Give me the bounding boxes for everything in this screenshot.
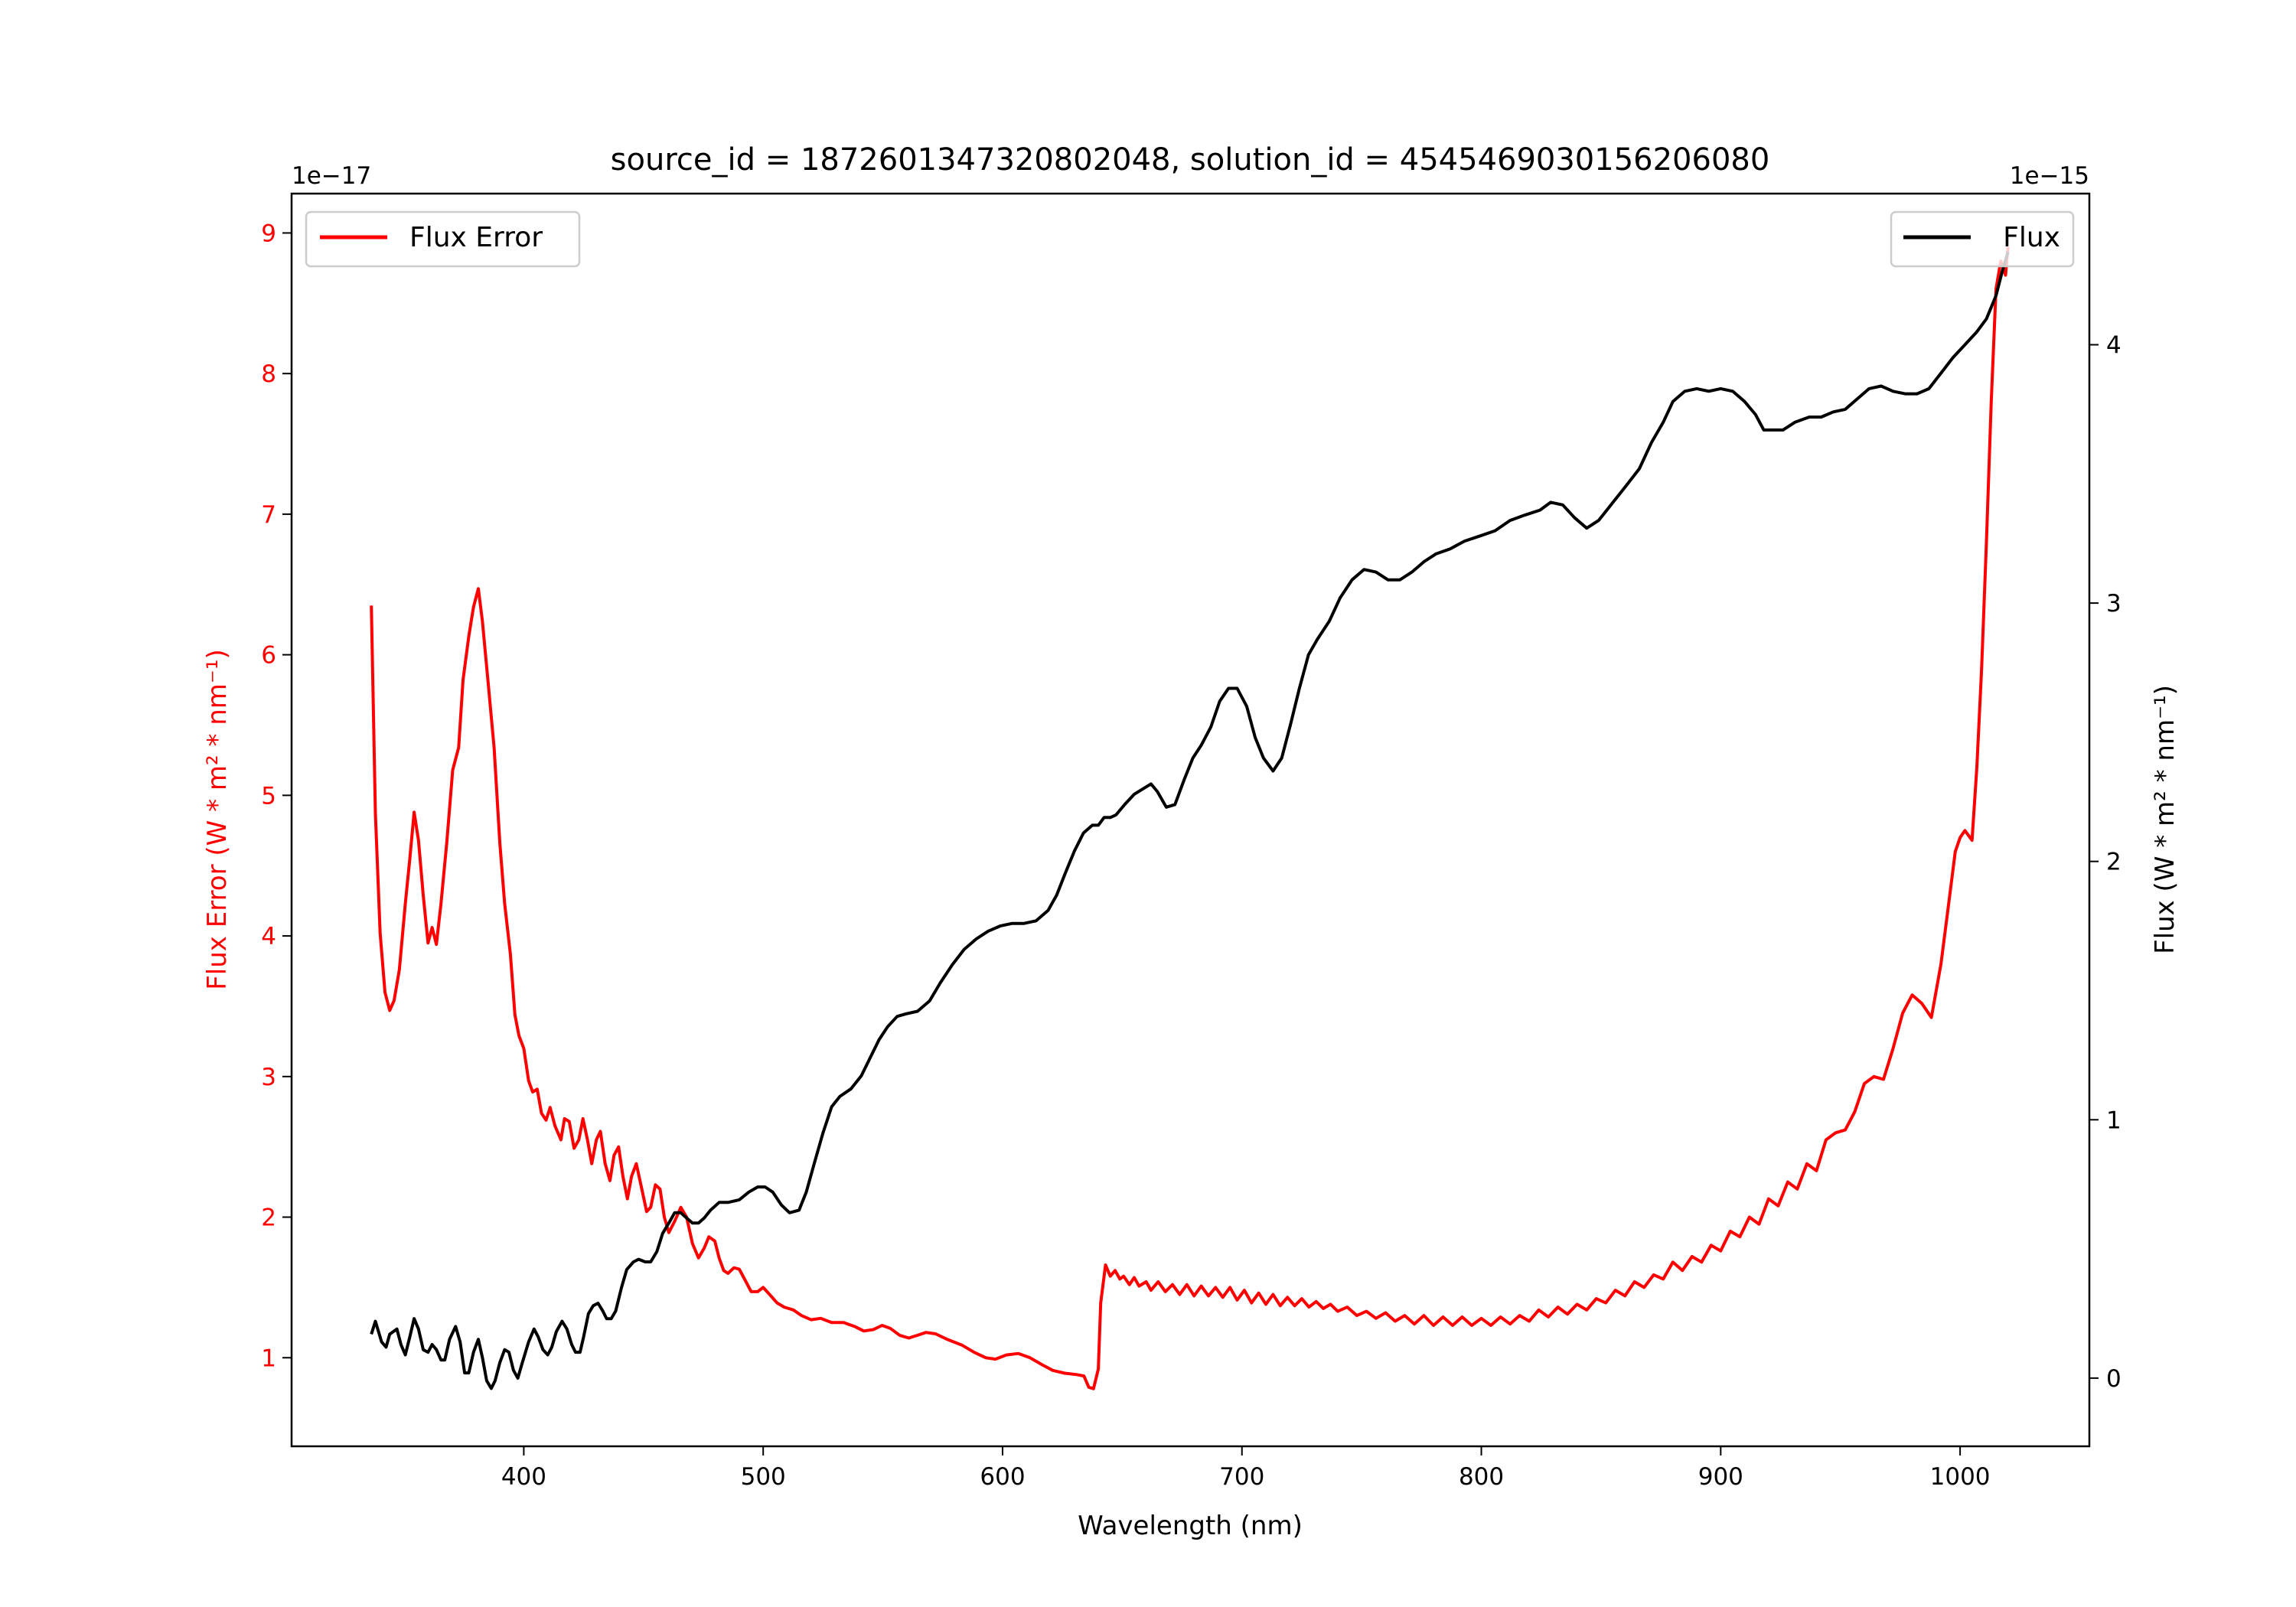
y-left-tick-label: 2 bbox=[261, 1204, 276, 1232]
x-tick-label: 1000 bbox=[1930, 1463, 1991, 1491]
y-right-tick-label: 2 bbox=[2106, 849, 2122, 876]
x-tick-label: 600 bbox=[980, 1463, 1025, 1491]
flux-line bbox=[370, 251, 2010, 1390]
y-right-tick-label: 4 bbox=[2106, 331, 2122, 359]
y-right-tick-label: 1 bbox=[2106, 1107, 2122, 1134]
y-left-tick-label: 4 bbox=[261, 923, 276, 950]
y-left-tick-label: 9 bbox=[261, 220, 276, 247]
x-tick-label: 800 bbox=[1459, 1463, 1504, 1491]
y-axis-label-right: Flux (W * m² * nm⁻¹) bbox=[2150, 685, 2180, 954]
left-offset-label: 1e−17 bbox=[292, 162, 371, 190]
y-right-tick-label: 0 bbox=[2106, 1365, 2122, 1393]
y-left-tick-label: 8 bbox=[261, 360, 276, 388]
y-left-tick-label: 5 bbox=[261, 782, 276, 810]
legend-flux-error: Flux Error bbox=[305, 210, 581, 268]
x-tick-label: 400 bbox=[501, 1463, 546, 1491]
y-left-tick-label: 7 bbox=[261, 501, 276, 529]
flux-error-line bbox=[370, 246, 2010, 1390]
y-axis-label-left: Flux Error (W * m² * nm⁻¹) bbox=[202, 649, 233, 990]
legend-flux: Flux bbox=[1890, 210, 2075, 268]
chart-title: source_id = 1872601347320802048, solutio… bbox=[611, 142, 1770, 178]
x-tick-label: 500 bbox=[741, 1463, 786, 1491]
y-left-tick-label: 1 bbox=[261, 1345, 276, 1372]
y-left-tick-label: 3 bbox=[261, 1064, 276, 1091]
x-tick-label: 900 bbox=[1698, 1463, 1743, 1491]
x-axis-label: Wavelength (nm) bbox=[1078, 1511, 1303, 1541]
right-offset-label: 1e−15 bbox=[2010, 162, 2089, 190]
legend-flux-error-label: Flux Error bbox=[409, 222, 543, 253]
plot-frame bbox=[290, 192, 2091, 1448]
x-tick-label: 700 bbox=[1219, 1463, 1264, 1491]
y-left-tick-label: 6 bbox=[261, 642, 276, 670]
y-right-tick-label: 3 bbox=[2106, 590, 2122, 618]
legend-flux-label: Flux bbox=[2003, 222, 2060, 253]
